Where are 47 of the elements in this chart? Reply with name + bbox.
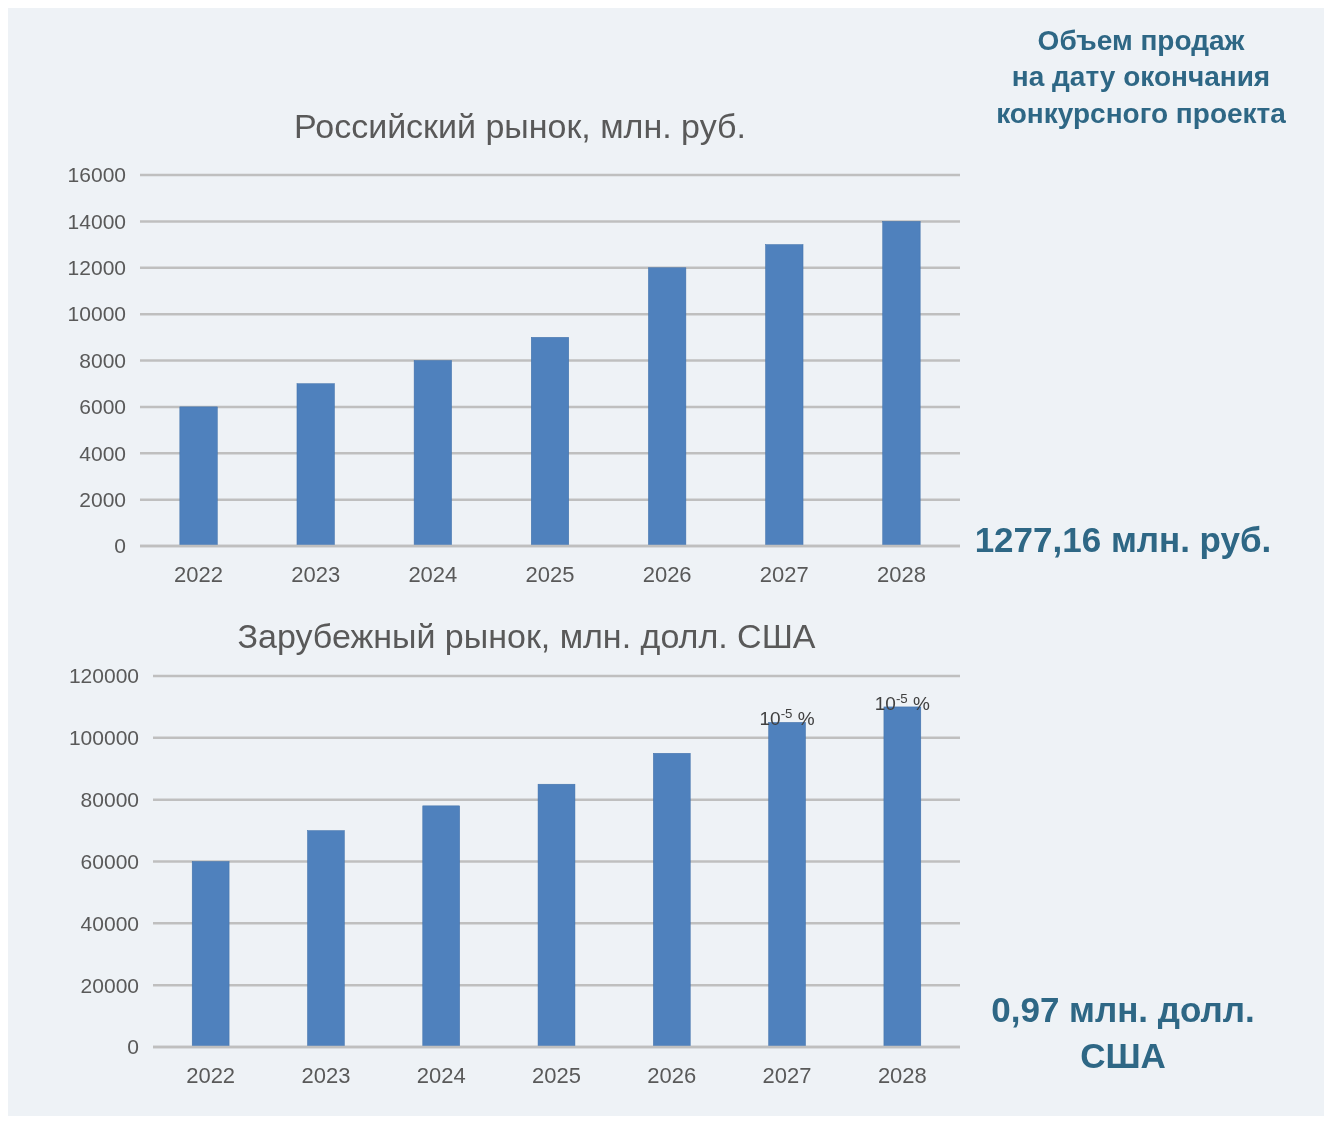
- y-tick-label: 40000: [80, 911, 139, 935]
- y-tick-label: 100000: [68, 726, 139, 750]
- y-tick-label: 10000: [67, 302, 126, 326]
- y-tick-label: 0: [127, 1035, 139, 1059]
- y-tick-label: 6000: [79, 395, 126, 419]
- text: 0,97 млн. долл. США: [991, 990, 1255, 1075]
- y-tick-label: 2000: [79, 487, 126, 511]
- chart-title: Зарубежный рынок, млн. долл. США: [237, 617, 816, 655]
- text: Объем продаж на дату окончания конкурсного проекта: [996, 25, 1287, 129]
- x-tick-label: 2022: [186, 1063, 236, 1088]
- x-tick-label: 2025: [532, 1063, 581, 1088]
- bar: [422, 805, 460, 1048]
- bar: [413, 360, 452, 547]
- x-tick-label: 2024: [408, 562, 458, 587]
- y-tick-label: 14000: [67, 209, 126, 233]
- x-tick-label: 2023: [291, 562, 341, 587]
- x-tick-label: 2026: [647, 1063, 697, 1088]
- y-tick-label: 60000: [80, 849, 139, 873]
- bar: [531, 337, 569, 547]
- y-tick-label: 16000: [67, 163, 126, 187]
- chart-title: Российский рынок, млн. руб.: [294, 107, 746, 145]
- x-tick-label: 2027: [762, 1063, 812, 1088]
- x-tick-label: 2022: [174, 562, 224, 587]
- x-tick-label: 2027: [759, 562, 809, 587]
- bar: [648, 267, 687, 547]
- bar: [882, 221, 921, 547]
- y-tick-label: 80000: [80, 788, 139, 812]
- bar: [537, 783, 576, 1048]
- text: 1277,16 млн. руб.: [974, 520, 1272, 559]
- y-tick-label: 120000: [68, 664, 139, 688]
- y-tick-label: 8000: [79, 348, 126, 372]
- x-tick-label: 2028: [876, 562, 926, 587]
- bar: [307, 830, 345, 1048]
- bar: [179, 406, 218, 547]
- y-tick-label: 12000: [67, 256, 126, 280]
- x-tick-label: 2026: [642, 562, 692, 587]
- y-tick-label: 20000: [80, 973, 139, 997]
- bar: [765, 244, 804, 547]
- bar: [296, 383, 335, 547]
- x-tick-label: 2023: [301, 1063, 351, 1088]
- y-tick-label: 0: [114, 534, 126, 558]
- y-tick-label: 4000: [79, 441, 126, 465]
- x-tick-label: 2028: [877, 1063, 927, 1088]
- x-tick-label: 2024: [416, 1063, 466, 1088]
- bar: [653, 753, 691, 1048]
- x-tick-label: 2025: [525, 562, 575, 587]
- bar: [191, 861, 230, 1048]
